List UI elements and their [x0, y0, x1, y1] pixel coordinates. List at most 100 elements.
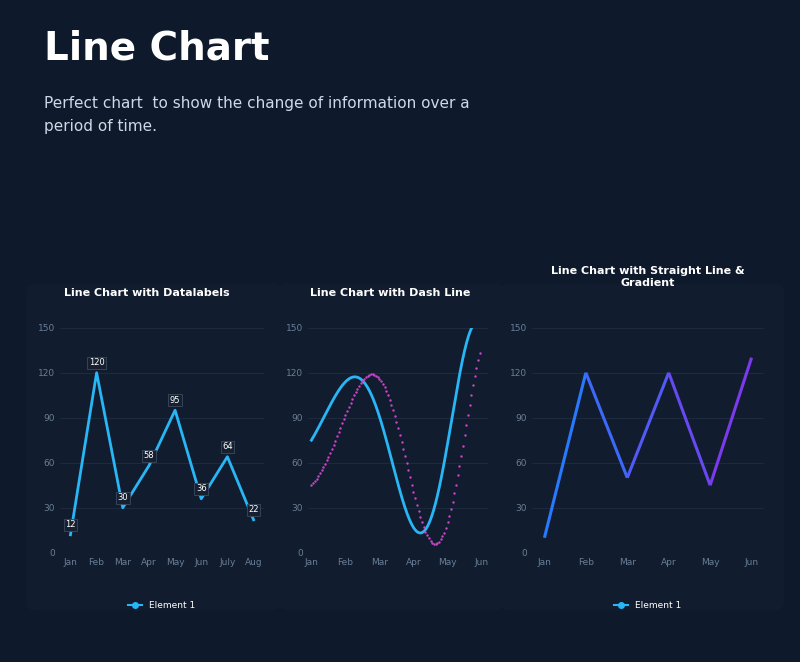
Point — [378, 382, 391, 393]
Point — [386, 404, 399, 415]
Point — [424, 536, 437, 546]
Point — [422, 533, 435, 544]
Point — [441, 517, 454, 528]
Point — [412, 506, 425, 516]
Point — [341, 405, 354, 416]
Point — [390, 416, 403, 427]
Text: Line Chart with Dash Line: Line Chart with Dash Line — [310, 288, 470, 298]
Text: Perfect chart  to show the change of information over a
period of time.: Perfect chart to show the change of info… — [44, 96, 470, 134]
Point — [374, 376, 387, 387]
Point — [474, 348, 486, 358]
Point — [406, 479, 418, 490]
Point — [457, 440, 470, 451]
Point — [460, 420, 473, 430]
Point — [419, 526, 432, 537]
Point — [353, 380, 366, 391]
Point — [334, 422, 346, 433]
Point — [451, 470, 464, 481]
Text: Line Chart with Straight Line &
Gradient: Line Chart with Straight Line & Gradient — [551, 266, 745, 288]
Text: 95: 95 — [170, 396, 180, 404]
Text: Line Chart with Datalabels: Line Chart with Datalabels — [64, 288, 230, 298]
Point — [472, 355, 485, 365]
Point — [308, 476, 321, 487]
Point — [463, 399, 476, 410]
Point — [336, 418, 349, 429]
Point — [371, 371, 384, 382]
Point — [342, 401, 355, 412]
Point — [361, 370, 374, 381]
Point — [421, 530, 434, 541]
Point — [431, 538, 444, 548]
Point — [326, 444, 338, 454]
Point — [439, 522, 452, 533]
Text: 120: 120 — [89, 358, 105, 367]
Point — [305, 480, 318, 491]
Point — [407, 487, 420, 497]
Point — [398, 450, 411, 461]
Point — [377, 379, 390, 389]
Point — [436, 531, 449, 542]
Point — [445, 504, 458, 514]
Point — [315, 465, 328, 476]
Point — [383, 395, 396, 405]
Point — [312, 471, 325, 481]
Point — [356, 375, 369, 386]
Point — [468, 371, 481, 381]
Point — [306, 478, 319, 489]
Point — [450, 479, 462, 490]
Point — [314, 468, 326, 479]
Point — [443, 511, 456, 522]
Point — [320, 455, 333, 465]
Point — [346, 393, 358, 404]
Point — [350, 387, 362, 397]
Point — [380, 385, 393, 396]
Point — [454, 451, 467, 461]
Text: 22: 22 — [248, 505, 258, 514]
Text: Line Chart: Line Chart — [44, 30, 270, 68]
Point — [438, 527, 450, 538]
Point — [385, 399, 398, 410]
Text: 58: 58 — [144, 451, 154, 460]
Point — [332, 427, 345, 438]
Point — [414, 512, 426, 522]
Point — [400, 457, 413, 468]
Point — [373, 373, 386, 384]
Text: 12: 12 — [66, 520, 76, 529]
Point — [310, 473, 323, 484]
Point — [327, 440, 340, 450]
Point — [430, 538, 442, 549]
Point — [358, 373, 370, 384]
Text: 30: 30 — [118, 493, 128, 502]
Point — [470, 363, 483, 373]
Point — [318, 459, 331, 469]
Point — [458, 430, 471, 441]
Point — [466, 380, 479, 391]
Legend: Element 1: Element 1 — [125, 598, 199, 614]
Point — [368, 369, 381, 380]
Point — [351, 383, 364, 394]
Point — [448, 488, 461, 498]
Point — [394, 430, 406, 440]
Point — [410, 500, 423, 510]
Point — [392, 423, 405, 434]
Text: 36: 36 — [196, 484, 206, 493]
Point — [382, 390, 394, 401]
Point — [366, 369, 379, 379]
Point — [329, 435, 342, 446]
Point — [404, 472, 417, 483]
Point — [397, 444, 410, 454]
Point — [363, 369, 376, 380]
Point — [322, 451, 335, 462]
Point — [324, 448, 337, 458]
Point — [462, 410, 474, 420]
Point — [453, 461, 466, 471]
Point — [395, 436, 408, 447]
Point — [418, 522, 430, 532]
Point — [347, 390, 360, 401]
Point — [338, 414, 350, 424]
Point — [317, 462, 330, 473]
Point — [446, 496, 459, 507]
Point — [330, 431, 343, 442]
Point — [365, 369, 378, 379]
Point — [427, 538, 440, 549]
